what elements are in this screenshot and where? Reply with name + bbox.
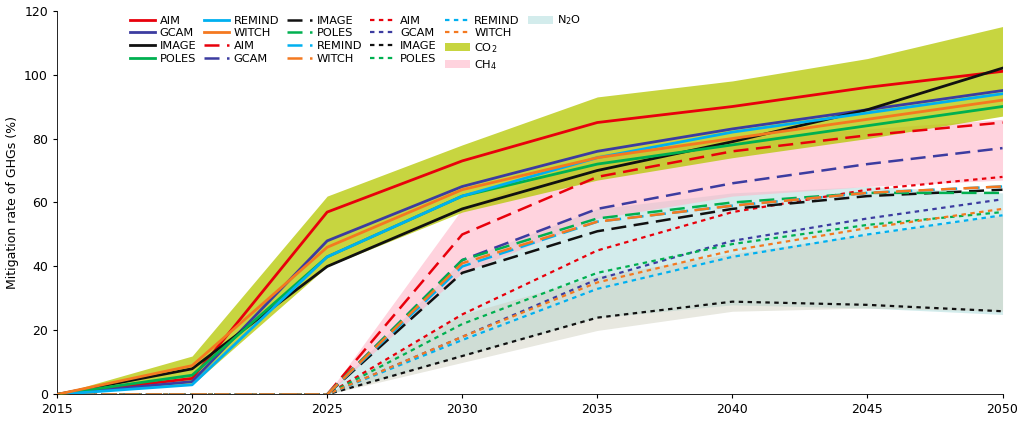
Y-axis label: Mitigation rate of GHGs (%): Mitigation rate of GHGs (%) bbox=[5, 116, 18, 289]
Legend: AIM, GCAM, IMAGE, POLES, REMIND, WITCH, AIM, GCAM, IMAGE, POLES, REMIND, WITCH, : AIM, GCAM, IMAGE, POLES, REMIND, WITCH, … bbox=[129, 12, 583, 73]
